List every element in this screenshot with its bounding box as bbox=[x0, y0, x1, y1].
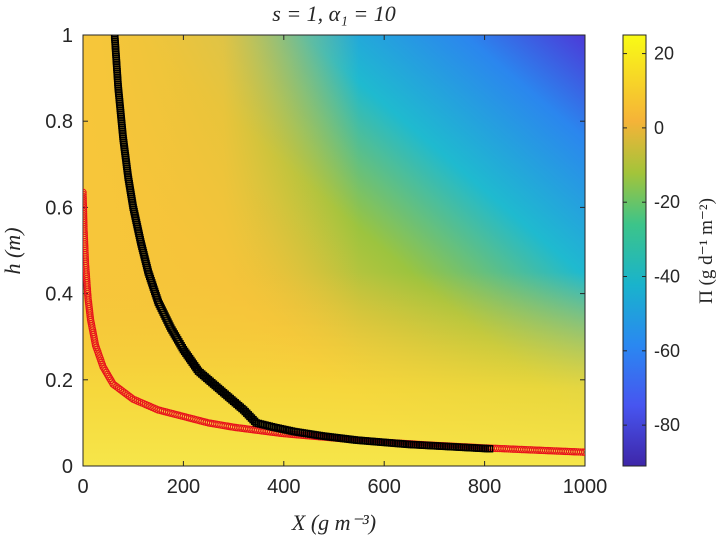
data-point bbox=[103, 370, 112, 379]
colorbar-tick-label: -20 bbox=[654, 192, 680, 212]
colorbar-tick-label: -60 bbox=[654, 341, 680, 361]
x-axis-title: X (g m⁻³) bbox=[291, 510, 376, 535]
chart-title: s = 1, α₁ = 10 bbox=[272, 1, 395, 26]
y-tick-label: 1 bbox=[62, 25, 73, 47]
data-point bbox=[100, 365, 108, 373]
y-tick-label: 0.8 bbox=[45, 111, 73, 133]
y-tick-label: 0.2 bbox=[45, 370, 73, 392]
data-point bbox=[106, 374, 114, 383]
x-tick-label: 600 bbox=[368, 476, 401, 498]
y-tick-label: 0.6 bbox=[45, 197, 73, 219]
data-point bbox=[576, 448, 585, 456]
data-point bbox=[107, 376, 115, 384]
y-axis-ticks: 0 0.2 0.4 0.6 0.8 1 bbox=[45, 25, 585, 478]
data-point bbox=[579, 448, 585, 456]
colorbar-tick-label: -80 bbox=[654, 415, 680, 435]
data-point bbox=[102, 368, 111, 377]
data-point bbox=[104, 372, 113, 381]
data-point bbox=[581, 448, 585, 456]
y-axis-title: h (m) bbox=[0, 227, 25, 274]
x-tick-label: 1000 bbox=[563, 476, 608, 498]
x-tick-label: 800 bbox=[468, 476, 501, 498]
data-point bbox=[99, 363, 107, 371]
y-tick-label: 0.4 bbox=[45, 284, 73, 306]
heatmap-background bbox=[83, 35, 585, 466]
x-axis-ticks: 0 200 400 600 800 1000 bbox=[77, 35, 607, 498]
data-point bbox=[485, 445, 494, 453]
series-2 bbox=[110, 35, 494, 453]
colorbar-label: Π (g d⁻¹ m⁻²) bbox=[696, 198, 717, 304]
colorbar-tick-label: 20 bbox=[654, 44, 674, 64]
colorbar-tick-label: 0 bbox=[654, 118, 664, 138]
data-point bbox=[101, 367, 110, 375]
x-tick-label: 0 bbox=[77, 476, 88, 498]
x-tick-label: 200 bbox=[167, 476, 200, 498]
series-1 bbox=[83, 188, 585, 456]
colorbar bbox=[622, 34, 647, 467]
colorbar-tick-label: -40 bbox=[654, 267, 680, 287]
colorbar-ticks: 20 0 -20 -40 -60 -80 bbox=[623, 44, 680, 435]
series-layer bbox=[83, 35, 585, 456]
data-point bbox=[127, 394, 136, 402]
x-tick-label: 400 bbox=[267, 476, 300, 498]
y-tick-label: 0 bbox=[62, 456, 73, 478]
